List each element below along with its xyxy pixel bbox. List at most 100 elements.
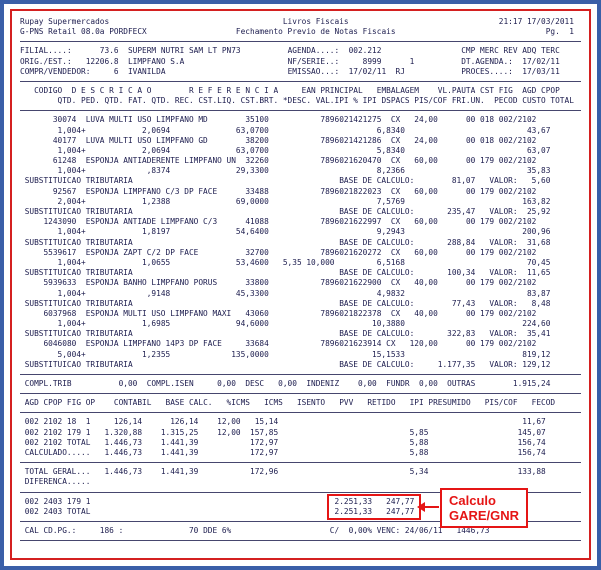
report-text: SUBSTITUICAO TRIBUTARIA xyxy=(24,176,133,186)
report-text: 24,00 xyxy=(414,115,438,125)
separator-line xyxy=(20,80,581,82)
report-text: 1,2355 xyxy=(142,349,171,359)
report-text: 0,00 xyxy=(118,379,138,388)
report-text: 247,77 xyxy=(386,496,415,506)
report-text: 35,83 xyxy=(526,166,551,176)
report-text: 126,14 xyxy=(170,417,199,427)
report-text: EAN PRINCIPAL xyxy=(301,85,363,95)
report-line: 1,004+ ,9148 45,3300 4,9832 83,87 xyxy=(20,289,581,299)
report-text: EMISSAO...: 17/02/11 RJ xyxy=(287,66,405,76)
report-text: 002/2102 xyxy=(498,308,537,318)
report-text: 002/2102 xyxy=(498,217,537,227)
report-text: CST.BRT. xyxy=(240,96,279,106)
report-text: CX xyxy=(390,156,401,166)
report-text: %ICMS xyxy=(226,398,251,408)
report-text: 6046080 xyxy=(43,339,77,349)
gare-callout-line1: Calculo xyxy=(449,493,496,508)
report-text: Rupay Supermercados xyxy=(20,17,110,26)
report-text: 83,87 xyxy=(526,288,551,298)
report-text: 7896021623914 xyxy=(320,339,382,349)
report-text: CX xyxy=(390,217,401,227)
report-text: 40177 xyxy=(52,135,77,145)
report-text: 1,6985 xyxy=(142,319,171,329)
report-text: 0,00 xyxy=(357,379,377,388)
report-text: 1.915,24 xyxy=(512,379,551,388)
report-line: AGD CPOP FIG OP CONTABIL BASE CALC. %ICMS IC… xyxy=(20,398,581,408)
report-text: 7,5769 xyxy=(376,196,405,206)
report-text: CX xyxy=(390,247,401,257)
report-text: 1,004+ xyxy=(57,166,86,176)
report-text: 172,97 xyxy=(250,437,279,447)
report-text: INDENIZ xyxy=(306,379,340,388)
report-line: 5,004+ 1,2355 135,0000 15,1533 819,12 xyxy=(20,350,581,360)
report-text: 200,96 xyxy=(522,227,551,237)
report-text: 7896021620272 xyxy=(320,247,382,257)
report-text: LUVA MULTI USO LIMPFANO GD xyxy=(85,135,208,145)
report-line: 1243090 ESPONJA ANTIADE LIMPFANO C/3 41088… xyxy=(20,217,581,227)
report-text: BASE DE CALCULO: xyxy=(339,268,415,278)
report-line: 6046080 ESPONJA LIMPFANO 14P3 DP FACE 3368… xyxy=(20,339,581,349)
report-text: 120,00 xyxy=(409,339,438,349)
report-text: 235,47 xyxy=(447,207,476,216)
report-text: 1,2388 xyxy=(142,196,171,206)
report-text: PIS/COF xyxy=(414,96,448,106)
report-line: 1,004+ 2,0694 63,0700 5,8340 63,07 xyxy=(20,146,581,156)
report-text: 0,00 xyxy=(419,379,438,388)
report-text: 1.446,73 xyxy=(104,437,143,447)
report-text: 156,74 xyxy=(517,447,546,457)
report-line: 6037968 ESPONJA MULTI USO LIMPFANO MAXI 43… xyxy=(20,309,581,319)
report-line: SUBSTITUICAO TRIBUTARIA BASE DE CALCULO: 3… xyxy=(20,329,581,339)
report-line: SUBSTITUICAO TRIBUTARIA BASE DE CALCULO: 1… xyxy=(20,268,581,278)
report-text: VALOR: xyxy=(489,359,518,369)
report-text: % IPI DSPACS xyxy=(353,96,410,106)
report-text: ICMS xyxy=(264,398,283,408)
report-text: 00 xyxy=(465,278,476,288)
report-text: VAL.IPI xyxy=(315,96,349,106)
report-text: DT.AGENDA.: 17/02/11 xyxy=(461,56,560,66)
report-line: 1,004+ 1,0655 53,4600 5,35 10,000 6,5168 70,4… xyxy=(20,258,581,268)
report-text: EMBALAGEM xyxy=(376,85,419,95)
report-text: 186 : xyxy=(99,525,124,535)
report-line: 61248 ESPONJA ANTIADERENTE LIMPFANO UN 322… xyxy=(20,156,581,166)
report-text: 69,0000 xyxy=(235,196,269,206)
report-text: 002 2102 179 1 xyxy=(24,427,91,437)
report-text: SUBSTITUICAO TRIBUTARIA xyxy=(24,329,133,339)
report-line: ORIG./EST.: 12206.8 LIMPFANO S.A NF/SERIE… xyxy=(20,57,581,67)
report-text: 35,41 xyxy=(526,329,551,339)
report-text: 7896021822378 xyxy=(320,308,382,318)
report-text: VALOR: xyxy=(489,268,518,278)
report-text: CX xyxy=(390,278,401,288)
report-text: 1.177,35 xyxy=(437,359,476,369)
report-text: BASE DE CALCULO: xyxy=(339,298,415,308)
report-text: 1.446,73 xyxy=(104,447,143,457)
report-line: 1,004+ ,8374 29,3300 8,2366 35,83 xyxy=(20,166,581,176)
report-text: 5,85 xyxy=(409,427,429,437)
report-text: 81,07 xyxy=(451,176,476,186)
report-text: 63,0700 xyxy=(235,145,269,155)
report-text: 018 xyxy=(480,115,495,125)
report-line: 002 2102 18 1 126,14 126,14 12,00 15,14 11,67 xyxy=(20,417,581,427)
report-text: VL.PAUTA CST FIG AGD CPOP xyxy=(437,85,560,95)
report-text: 5,004+ xyxy=(57,349,86,359)
report-line: 40177 LUVA MULTI USO LIMPFANO GD 38200 7896… xyxy=(20,136,581,146)
report-text: 1.441,39 xyxy=(160,447,199,457)
report-text: 135,0000 xyxy=(231,349,269,359)
report-text: 11,65 xyxy=(526,268,551,278)
report-line: 002 2403 179 1 2.251,33 247,77 xyxy=(20,497,581,507)
report-line: QTD. PED. QTD. FAT. QTD. REC. CST.LIQ. CST.B… xyxy=(20,96,581,106)
report-text: 1,004+ xyxy=(57,257,86,267)
report-text: 60,00 xyxy=(414,217,438,227)
report-text: AGD CPOP FIG OP xyxy=(24,398,96,408)
report-text: ,9148 xyxy=(146,288,171,298)
report-text: 24,00 xyxy=(414,135,438,145)
report-text: 002/2102 xyxy=(498,135,537,145)
report-text: 15,14 xyxy=(254,417,279,427)
report-text: AGENDA....: 002.212 xyxy=(287,46,382,56)
report-text: 1.441,39 xyxy=(160,467,199,477)
report-text: COMPR/VENDEDOR: 6 IVANILDA xyxy=(20,66,166,76)
report-text: DIFERENCA..... xyxy=(24,477,91,487)
report-line: 5939633 ESPONJA BANHO LIMPFANO PORUS 33800… xyxy=(20,278,581,288)
report-text: CX xyxy=(390,308,401,318)
report-text: CX xyxy=(386,339,396,349)
report-text: 29,3300 xyxy=(235,166,269,176)
